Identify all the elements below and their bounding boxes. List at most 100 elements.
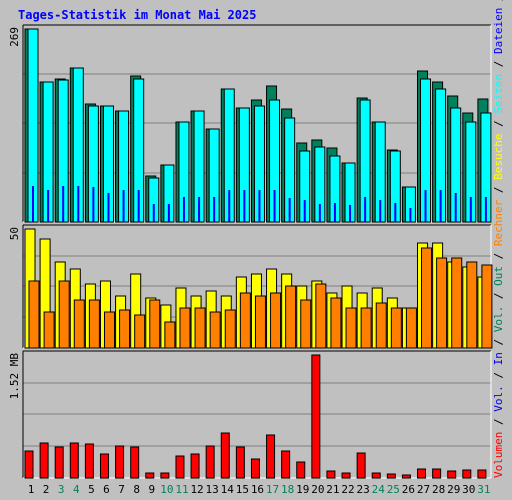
x-axis-day-label: 21 <box>326 483 339 496</box>
bar-volumen <box>296 461 306 479</box>
bar-rechner <box>254 295 266 349</box>
x-axis-day-label: 24 <box>372 483 386 496</box>
bar-rechner <box>58 280 70 349</box>
legend-separator: / <box>492 114 505 134</box>
bar-volumen <box>54 446 64 479</box>
bar-dateien <box>439 190 442 222</box>
bar-dateien <box>484 197 487 222</box>
bar-dateien <box>137 190 140 222</box>
x-axis-day-label: 3 <box>58 483 65 496</box>
bar-dateien <box>243 190 246 222</box>
bar-dateien <box>32 186 34 222</box>
bar-dateien <box>107 193 110 222</box>
bar-volumen <box>386 473 396 479</box>
bar-dateien <box>409 208 412 222</box>
bar-rechner <box>270 292 282 349</box>
x-axis-day-label: 28 <box>432 483 445 496</box>
bar-volumen <box>115 445 125 479</box>
bar-rechner <box>345 307 357 349</box>
x-axis-day-label: 2 <box>43 483 50 496</box>
bar-dateien <box>213 197 216 222</box>
x-axis-day-label: 26 <box>402 483 415 496</box>
bar-dateien <box>349 205 352 222</box>
bar-volumen <box>477 469 487 479</box>
bar-dateien <box>47 190 50 222</box>
bar-dateien <box>228 190 231 222</box>
x-axis-day-label: 31 <box>477 483 490 496</box>
legend-text: Volumen / Vol. / In / Vol. / Out / Rechn… <box>492 0 505 478</box>
bar-volumen <box>235 446 245 479</box>
bar-dateien <box>288 198 291 222</box>
x-axis-day-label: 25 <box>387 483 400 496</box>
bar-dateien <box>333 203 336 222</box>
bar-volumen <box>250 458 260 479</box>
x-axis-day-label: 30 <box>462 483 475 496</box>
legend-separator: / <box>492 332 505 352</box>
legend-separator: / <box>492 365 505 385</box>
bar-dateien <box>152 204 155 222</box>
legend-separator: / <box>492 0 505 8</box>
bar-rechner <box>119 309 131 349</box>
bar-rechner <box>103 311 115 349</box>
bar-rechner <box>421 247 433 349</box>
x-axis-day-label: 29 <box>447 483 460 496</box>
x-axis-day-label: 13 <box>206 483 219 496</box>
legend-item: Rechner <box>492 199 505 246</box>
legend-separator: / <box>492 180 505 200</box>
bar-volumen <box>145 472 155 479</box>
legend: Volumen / Vol. / In / Vol. / Out / Rechn… <box>492 0 505 478</box>
legend-item: Seiten <box>492 74 505 114</box>
bar-volumen <box>356 452 366 479</box>
bar-volumen <box>39 442 49 479</box>
bar-dateien <box>424 190 427 222</box>
bar-dateien <box>469 197 472 222</box>
bar-rechner <box>390 307 402 349</box>
bar-volumen <box>341 472 351 479</box>
bar-rechner <box>405 307 417 349</box>
bar-volumen <box>281 450 291 479</box>
x-axis-day-label: 10 <box>160 483 173 496</box>
x-axis-day-label: 22 <box>341 483 354 496</box>
bar-volumen <box>326 470 336 479</box>
x-axis-day-label: 23 <box>357 483 370 496</box>
bar-rechner <box>451 257 463 349</box>
legend-item: Vol. <box>492 306 505 333</box>
x-axis-day-label: 1 <box>28 483 35 496</box>
bar-volumen <box>371 472 381 479</box>
bar-rechner <box>88 299 100 349</box>
bar-rechner <box>315 283 327 349</box>
x-axis-day-label: 11 <box>175 483 188 496</box>
x-axis-day-label: 9 <box>148 483 155 496</box>
bar-rechner <box>300 299 312 349</box>
bar-rechner <box>481 264 493 349</box>
bar-dateien <box>364 197 367 222</box>
bar-dateien <box>318 204 321 222</box>
bar-volumen <box>84 443 94 479</box>
bar-volumen <box>417 468 427 479</box>
x-axis-day-label: 16 <box>251 483 264 496</box>
x-axis-day-label: 12 <box>190 483 203 496</box>
x-axis-day-label: 6 <box>103 483 110 496</box>
legend-separator: / <box>492 54 505 74</box>
y-axis-max-labels: 269 50 1.52 MB <box>8 27 21 399</box>
x-axis-day-label: 18 <box>281 483 294 496</box>
legend-item: Besuche <box>492 134 505 180</box>
bar-volumen <box>24 450 34 479</box>
legend-item: Out <box>492 266 505 286</box>
y-axis-max-label: 269 <box>8 27 21 47</box>
bar-rechner <box>330 297 342 349</box>
bar-dateien <box>92 187 95 222</box>
legend-item: Vol. <box>492 385 505 412</box>
bar-rechner <box>194 307 206 349</box>
bar-volumen <box>266 434 276 479</box>
bar-volumen <box>190 453 200 479</box>
bar-rechner <box>375 302 387 349</box>
x-axis-day-label: 15 <box>236 483 249 496</box>
bar-volumen <box>311 354 321 479</box>
x-axis-day-label: 5 <box>88 483 95 496</box>
x-axis-day-label: 8 <box>133 483 140 496</box>
bar-rechner <box>179 307 191 349</box>
legend-separator: / <box>492 286 505 306</box>
bar-dateien <box>198 197 201 222</box>
bar-dateien <box>167 204 170 222</box>
